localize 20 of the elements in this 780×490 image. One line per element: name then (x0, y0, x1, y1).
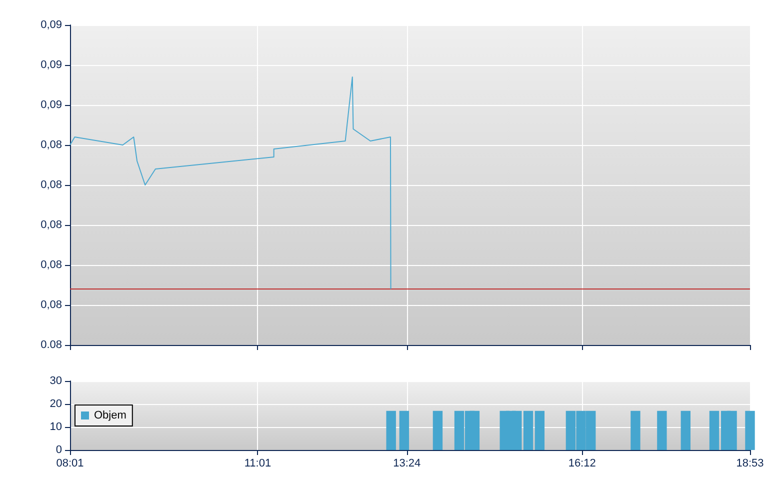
legend-label: Objem (94, 410, 126, 422)
line-series (70, 76, 392, 290)
y-tick-label: 0,08 (40, 139, 62, 151)
y-tick-label: 0,08 (40, 259, 62, 271)
y-tick-label: 30 (50, 375, 62, 387)
y-tick-label: 0,08 (40, 219, 62, 231)
y-tick-label: 0,09 (40, 59, 62, 71)
y-tick-label: 0,08 (40, 179, 62, 191)
y-tick-label: 0 (56, 444, 62, 456)
x-tick-label: 18:53 (736, 458, 764, 470)
x-tick-label: 16:12 (568, 458, 596, 470)
y-tick-label: 0,09 (40, 19, 62, 31)
y-tick-label: 0.08 (40, 339, 62, 351)
x-tick-label: 11:01 (244, 458, 272, 470)
y-tick-label: 20 (50, 398, 62, 410)
y-tick-label: 10 (50, 421, 62, 433)
x-tick-label: 13:24 (393, 458, 421, 470)
x-tick-label: 08:01 (56, 458, 84, 470)
y-tick-label: 0,08 (40, 299, 62, 311)
y-tick-label: 0,09 (40, 99, 62, 111)
